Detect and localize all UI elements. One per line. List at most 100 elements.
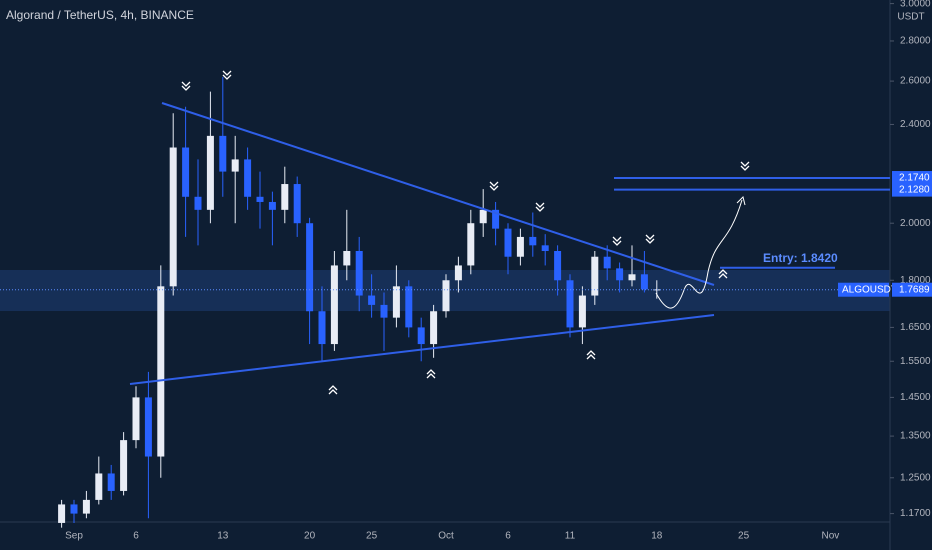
candle-body: [653, 289, 661, 291]
candle-body: [392, 286, 400, 318]
candle-body: [107, 473, 115, 491]
y-tick-label: 1.8000: [900, 275, 931, 286]
candle-body: [504, 228, 512, 257]
level-label: 2.1280: [899, 184, 930, 195]
x-tick-label: 11: [565, 531, 576, 542]
x-tick-label: 13: [217, 531, 229, 542]
chevron-up: [328, 385, 338, 395]
candle-body: [442, 280, 450, 312]
candle-body: [58, 504, 66, 523]
chevron-down: [489, 181, 499, 191]
x-tick-label: 25: [738, 531, 750, 542]
y-tick-label: 1.1700: [900, 508, 931, 519]
candle-body: [640, 274, 648, 290]
chevron-up: [718, 269, 728, 279]
x-tick-label: Oct: [438, 531, 454, 542]
chevron-down: [645, 234, 655, 244]
x-tick-label: 20: [304, 531, 316, 542]
entry-label: Entry: 1.8420: [763, 251, 838, 265]
symbol-label: ALGOUSDT: [842, 284, 897, 295]
price-badge: [892, 282, 932, 297]
chevrons: [181, 70, 750, 395]
x-tick-label: 6: [133, 531, 139, 542]
y-tick-label: 1.4500: [900, 392, 931, 403]
candle-body: [120, 440, 128, 491]
candle-body: [206, 135, 214, 210]
candle-body: [244, 159, 252, 197]
projection-arrow: [736, 196, 746, 206]
x-tick-label: Nov: [822, 531, 840, 542]
trendline-upper: [161, 102, 715, 286]
candle-body: [182, 147, 190, 197]
x-tick-label: 18: [651, 531, 663, 542]
projection: [655, 199, 743, 309]
price-label: 1.7689: [899, 284, 930, 295]
symbol-badge: [838, 282, 889, 297]
candle-body: [405, 286, 413, 328]
candle-body: [368, 295, 376, 305]
candle-body: [541, 245, 549, 251]
candle-body: [628, 274, 636, 281]
y-tick-label: 2.0000: [900, 218, 931, 229]
chevron-down: [612, 236, 622, 246]
trendline-lower: [129, 314, 715, 385]
y-tick-label: 1.3500: [900, 431, 931, 442]
chevron-down: [222, 70, 232, 80]
candle-body: [132, 397, 140, 441]
candle-body: [529, 236, 537, 246]
candle-body: [454, 265, 462, 281]
candle-body: [281, 184, 289, 210]
y-unit: USDT: [897, 12, 924, 23]
candle-body: [256, 196, 264, 202]
candle-body: [194, 196, 202, 210]
chevron-up: [586, 350, 596, 360]
candle-body: [430, 311, 438, 345]
y-tick-label: 3.0000: [900, 0, 931, 9]
candle-body: [318, 311, 326, 345]
candle-body: [566, 280, 574, 328]
y-tick-label: 2.6000: [900, 76, 931, 87]
chevron-up: [426, 369, 436, 379]
candle-body: [70, 504, 78, 514]
candle-body: [82, 499, 90, 514]
chevron-down: [740, 161, 750, 171]
candle-body: [306, 223, 314, 312]
level-badge: [892, 182, 932, 197]
candle-body: [343, 250, 351, 266]
y-tick-label: 1.6500: [900, 322, 931, 333]
candle-body: [479, 209, 487, 224]
x-tick-label: Sep: [65, 531, 83, 542]
chevron-down: [181, 81, 191, 91]
candle-body: [293, 184, 301, 224]
y-tick-label: 1.5500: [900, 356, 931, 367]
candle-body: [219, 135, 227, 172]
candle-body: [467, 223, 475, 266]
x-tick-label: 6: [505, 531, 511, 542]
y-tick-label: 2.8000: [900, 36, 931, 47]
candle-body: [231, 159, 239, 172]
candle-body: [330, 265, 338, 345]
candles: [58, 76, 661, 528]
candle-body: [169, 147, 177, 287]
chart-title: Algorand / TetherUS, 4h, BINANCE: [6, 8, 194, 22]
chevron-down: [535, 202, 545, 212]
candle-body: [578, 295, 586, 328]
candle-body: [603, 256, 611, 269]
y-tick-label: 1.2500: [900, 472, 931, 483]
candle-body: [355, 250, 363, 296]
level-label: 2.1740: [899, 173, 930, 184]
candle-body: [144, 397, 152, 457]
candle-body: [616, 268, 624, 281]
candle-body: [95, 473, 103, 500]
candle-body: [417, 327, 425, 345]
candle-body: [380, 304, 388, 318]
candle-body: [492, 209, 500, 229]
candle-body: [157, 286, 165, 457]
level-badge: [892, 171, 932, 186]
candle-body: [268, 201, 276, 210]
candle-body: [516, 236, 524, 257]
candle-body: [591, 256, 599, 296]
candle-body: [554, 250, 562, 281]
